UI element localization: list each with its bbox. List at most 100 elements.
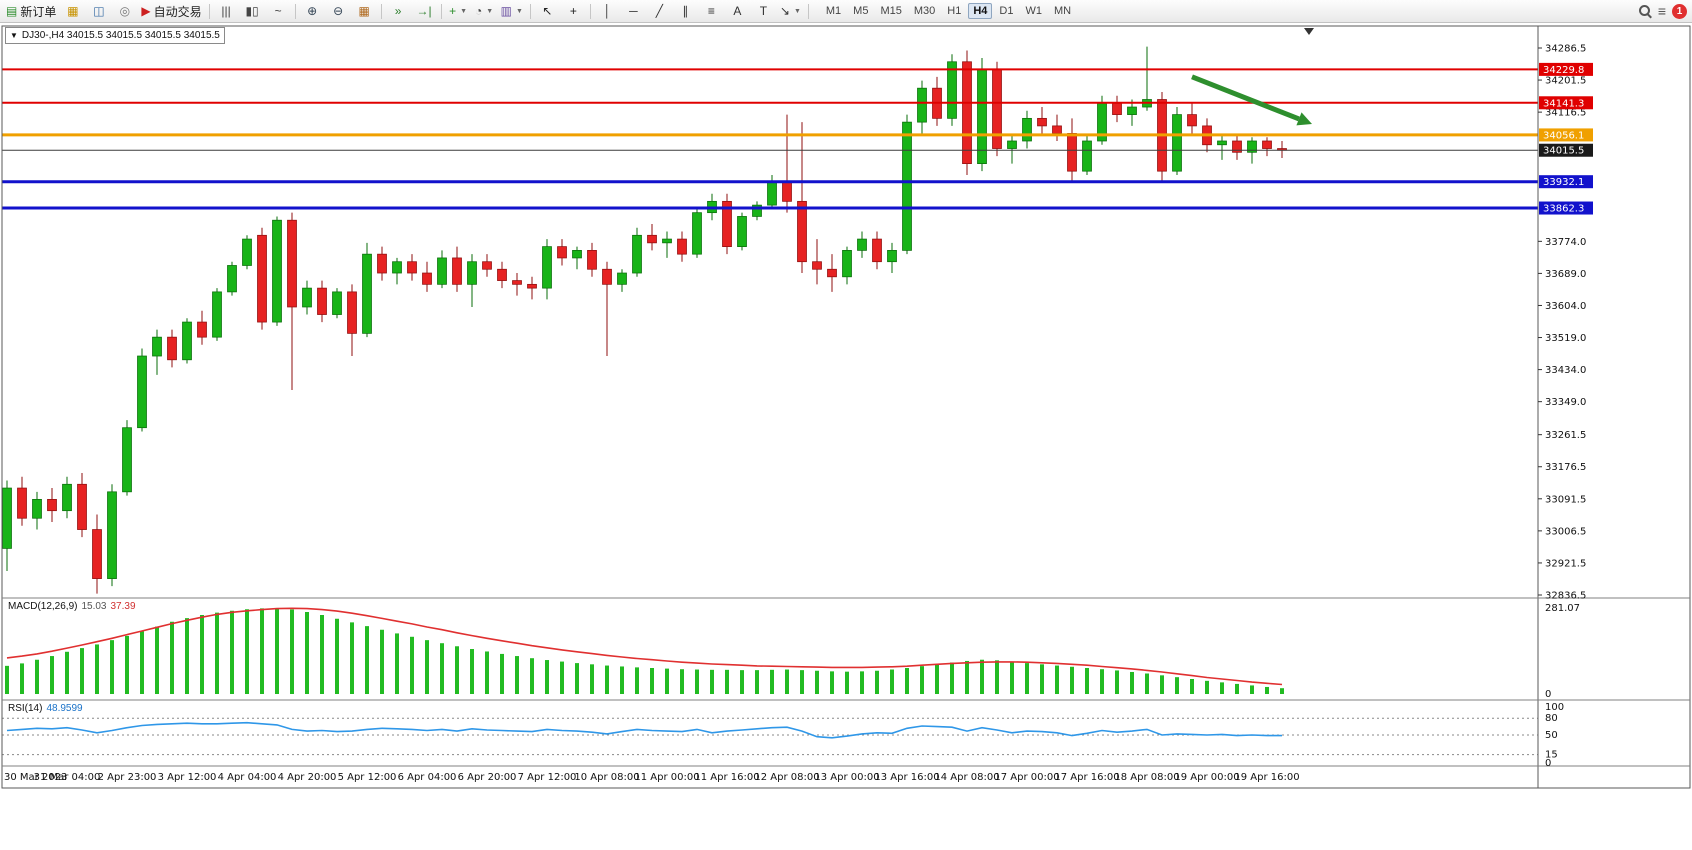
crosshair-button[interactable]: + bbox=[561, 1, 586, 22]
price-axis[interactable]: 34286.5 34201.5 34116.5 33774.0 33689.0 33604… bbox=[1538, 44, 1586, 602]
candle-up bbox=[182, 321, 192, 361]
chart-window[interactable]: 34286.5 34201.5 34116.5 33774.0 33689.0 33604… bbox=[0, 23, 1692, 850]
timeframe-button-m5[interactable]: M5 bbox=[853, 5, 869, 17]
candle-down bbox=[557, 246, 567, 259]
zoom-in-icon: ⊕ bbox=[307, 4, 318, 18]
new-order-button[interactable]: ▤ 新订单 bbox=[3, 1, 59, 22]
text-icon: A bbox=[733, 4, 742, 18]
candle-down bbox=[827, 268, 837, 278]
price-badge-label: 34141.3 bbox=[1543, 98, 1584, 109]
chevron-down-icon[interactable]: ▼ bbox=[460, 7, 468, 15]
zoom-out-icon: ⊖ bbox=[333, 4, 344, 18]
arrows-tool-button[interactable]: ↘ ▼ bbox=[777, 1, 804, 22]
candle-up bbox=[842, 250, 852, 278]
price-tick-label: 33434.0 bbox=[1545, 365, 1586, 376]
candle-up bbox=[137, 355, 147, 429]
rsi-axis-label: 50 bbox=[1545, 730, 1558, 741]
chart-shift-button[interactable]: →| bbox=[412, 1, 437, 22]
bar-chart-button[interactable]: ||| bbox=[214, 1, 239, 22]
chart-collapse-icon[interactable]: ▼ bbox=[10, 31, 18, 40]
price-tick-label: 33689.0 bbox=[1545, 269, 1586, 280]
trend-arrow-annotation[interactable] bbox=[1191, 74, 1312, 126]
menu-icon[interactable]: ≡ bbox=[1657, 3, 1666, 19]
price-badge bbox=[1539, 96, 1593, 110]
chart-title-bar[interactable]: ▼ DJ30-,H4 34015.5 34015.5 34015.5 34015… bbox=[5, 27, 225, 44]
line-chart-button[interactable]: ~ bbox=[266, 1, 291, 22]
candle-down bbox=[1037, 117, 1047, 127]
trendline-button[interactable]: ╱ bbox=[647, 1, 672, 22]
auto-scroll-icon: » bbox=[394, 4, 402, 18]
timeframe-button-m1[interactable]: M1 bbox=[825, 5, 842, 17]
timeframe-button-h1[interactable]: H1 bbox=[947, 5, 962, 17]
candle-down bbox=[317, 287, 327, 315]
text-label-button[interactable]: T bbox=[751, 1, 776, 22]
indicators-button[interactable]: + ▼ bbox=[446, 1, 471, 22]
auto-scroll-button[interactable]: » bbox=[386, 1, 411, 22]
chevron-down-icon[interactable]: ▼ bbox=[793, 7, 801, 15]
data-window-button[interactable]: ◫ bbox=[86, 1, 111, 22]
horizontal-line-button[interactable]: ─ bbox=[621, 1, 646, 22]
candle-up bbox=[437, 257, 447, 285]
candle-down bbox=[872, 238, 882, 263]
candle-down bbox=[1232, 140, 1242, 153]
periods-button[interactable]: ◔ ▼ bbox=[472, 1, 497, 22]
vertical-line-button[interactable]: │ bbox=[595, 1, 620, 22]
time-axis-label: 18 Apr 08:00 bbox=[1114, 772, 1179, 783]
tile-windows-button[interactable]: ▦ bbox=[352, 1, 377, 22]
candlestick-chart-button[interactable]: ▮▯ bbox=[240, 1, 265, 22]
time-axis-label: 6 Apr 04:00 bbox=[398, 772, 457, 783]
candle-down bbox=[497, 268, 507, 281]
rsi-panel-plot-area[interactable] bbox=[2, 700, 1538, 766]
time-axis-label: 30 Mar 2023 bbox=[4, 772, 67, 783]
crosshair-icon: + bbox=[569, 4, 577, 18]
price-tick-label: 33774.0 bbox=[1545, 237, 1586, 248]
chart-shift-marker[interactable] bbox=[1304, 28, 1314, 35]
price-chart-plot-area[interactable] bbox=[2, 26, 1538, 598]
price-tick-label: 33604.0 bbox=[1545, 301, 1586, 312]
cursor-button[interactable]: ↖ bbox=[535, 1, 560, 22]
time-axis-label: 17 Apr 00:00 bbox=[994, 772, 1059, 783]
candle-down bbox=[602, 268, 612, 285]
chart-frame bbox=[1, 25, 1691, 789]
text-button[interactable]: A bbox=[725, 1, 750, 22]
candle-up bbox=[1172, 114, 1182, 172]
chart-canvas[interactable]: 34286.5 34201.5 34116.5 33774.0 33689.0 33604… bbox=[0, 23, 1692, 850]
candle-down bbox=[47, 498, 57, 512]
timeframe-button-m30[interactable]: M30 bbox=[913, 5, 936, 17]
fibonacci-button[interactable]: ≡ bbox=[699, 1, 724, 22]
candle-down bbox=[1262, 140, 1272, 149]
chevron-down-icon[interactable]: ▼ bbox=[486, 7, 494, 15]
candle-up bbox=[1217, 140, 1227, 146]
market-depth-button[interactable]: ◎ bbox=[112, 1, 137, 22]
timeframe-button-mn[interactable]: MN bbox=[1053, 5, 1072, 17]
candle-up bbox=[242, 238, 252, 266]
candle-up bbox=[977, 68, 987, 164]
toolbar-separator bbox=[294, 3, 296, 19]
notification-badge[interactable]: 1 bbox=[1672, 3, 1687, 19]
horizontal-line-icon: ─ bbox=[629, 4, 638, 18]
search-icon[interactable] bbox=[1638, 4, 1652, 18]
templates-button[interactable]: ▥ ▼ bbox=[498, 1, 526, 22]
rsi-axis-label: 15 bbox=[1545, 750, 1558, 761]
market-watch-button[interactable]: ▦ bbox=[60, 1, 85, 22]
candle-up bbox=[617, 272, 627, 285]
periods-icon: ◔ bbox=[475, 4, 483, 18]
timeframe-button-d1[interactable]: D1 bbox=[999, 5, 1014, 17]
price-level-badges: 34229.8 34141.3 34056.1 34015.5 33932.1 33862… bbox=[1539, 62, 1593, 215]
zoom-out-button[interactable]: ⊖ bbox=[326, 1, 351, 22]
candle-up bbox=[737, 216, 747, 247]
timeframe-button-w1[interactable]: W1 bbox=[1025, 5, 1042, 17]
candle-down bbox=[1067, 133, 1077, 172]
auto-trading-button[interactable]: ▶ 自动交易 bbox=[138, 1, 204, 22]
candle-up bbox=[1007, 140, 1017, 149]
zoom-in-button[interactable]: ⊕ bbox=[300, 1, 325, 22]
equidistant-channel-button[interactable]: ∥ bbox=[673, 1, 698, 22]
chevron-down-icon[interactable]: ▼ bbox=[515, 7, 523, 15]
timeframe-button-h4[interactable]: H4 bbox=[968, 3, 993, 19]
time-axis-label: 11 Apr 16:00 bbox=[694, 772, 759, 783]
timeframe-button-m15[interactable]: M15 bbox=[880, 5, 902, 17]
arrow-head bbox=[1296, 112, 1312, 126]
candle-up bbox=[947, 61, 957, 119]
